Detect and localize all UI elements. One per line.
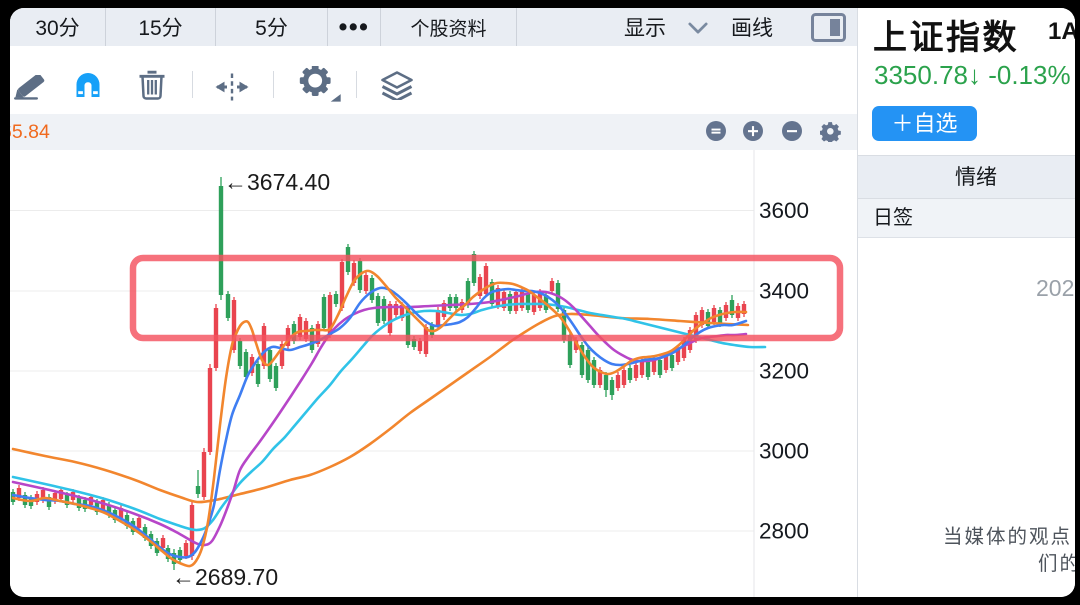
svg-text:←2689.70: ←2689.70 [172,564,278,590]
svg-text:3200: 3200 [759,359,809,384]
svg-text:3600: 3600 [759,198,809,223]
svg-text:←3674.40: ←3674.40 [224,169,330,195]
svg-text:3000: 3000 [759,439,809,464]
svg-text:3400: 3400 [759,279,809,304]
svg-text:2800: 2800 [759,519,809,544]
